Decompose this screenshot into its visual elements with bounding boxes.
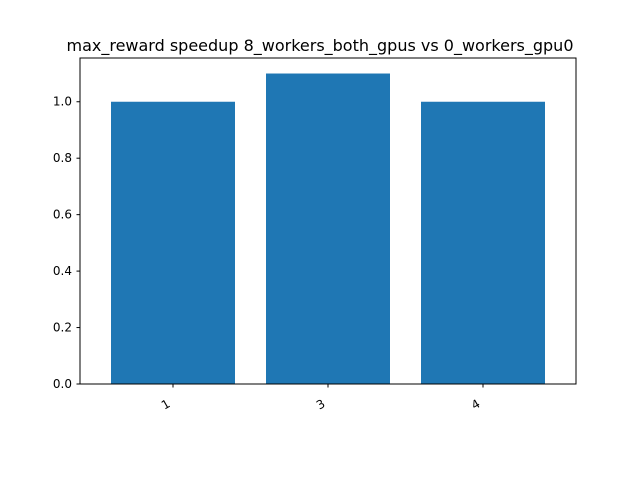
y-tick-label: 0.4 bbox=[53, 264, 72, 278]
plot-frame bbox=[79, 57, 577, 385]
y-tick-label: 1.0 bbox=[53, 95, 72, 109]
y-tick-label: 0.2 bbox=[53, 321, 72, 335]
x-tick-label: 3 bbox=[314, 396, 328, 412]
y-tick-label: 0.8 bbox=[53, 151, 72, 165]
y-tick-label: 0.0 bbox=[53, 377, 72, 391]
bar-4 bbox=[421, 101, 545, 384]
y-axis: 0.0 0.2 0.4 0.6 0.8 1.0 bbox=[53, 95, 80, 391]
x-tick-label: 1 bbox=[159, 396, 173, 412]
chart-title: max_reward speedup 8_workers_both_gpus v… bbox=[66, 36, 573, 56]
bars-group bbox=[111, 73, 545, 385]
bar-1 bbox=[111, 101, 235, 384]
bar-3 bbox=[266, 73, 390, 385]
x-tick-label: 4 bbox=[469, 396, 483, 412]
x-axis: 1 3 4 bbox=[159, 384, 484, 412]
y-tick-label: 0.6 bbox=[53, 208, 72, 222]
